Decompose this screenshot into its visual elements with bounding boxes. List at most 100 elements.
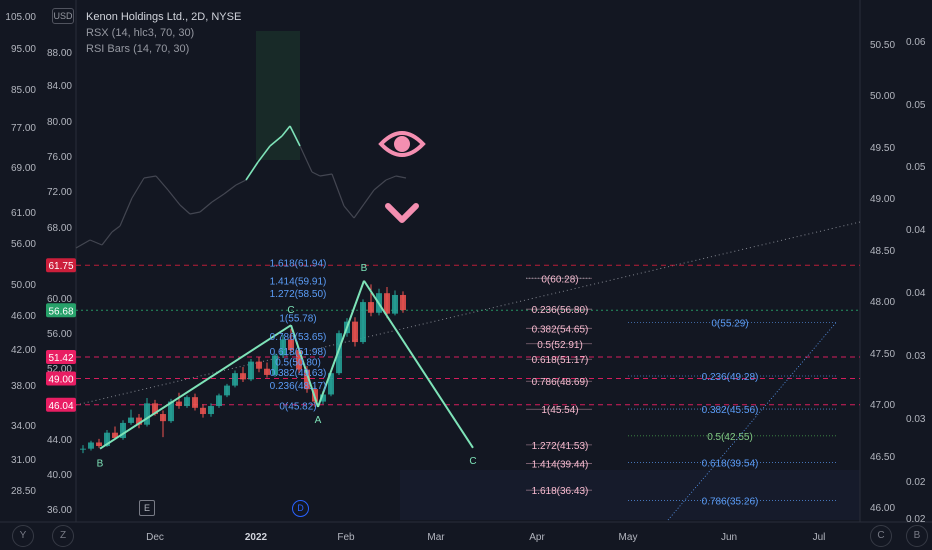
fib-right-diagonal xyxy=(667,322,837,521)
candle-body xyxy=(232,373,238,386)
wave-point-label: C xyxy=(287,305,294,316)
rsx-line-segment xyxy=(299,145,313,173)
fib-right-label: 0.5(42.55) xyxy=(707,432,753,443)
rsx-indicator xyxy=(75,31,407,249)
right-axis-1-label: 46.00 xyxy=(870,503,895,514)
rsx-line-segment xyxy=(167,189,181,206)
left-axis-1-label: 42.00 xyxy=(11,345,36,356)
rsx-line-segment xyxy=(331,173,345,207)
left-axis-1-label: 50.00 xyxy=(11,280,36,291)
scale-button-c[interactable]: C xyxy=(870,525,892,547)
candle-body xyxy=(152,403,158,415)
currency-badge[interactable]: USD xyxy=(52,8,74,24)
candle-body xyxy=(96,442,102,447)
timezone-button-z[interactable]: Z xyxy=(52,525,74,547)
right-axis-2-label: 0.05 xyxy=(906,100,926,111)
time-axis-label: Jul xyxy=(813,532,826,543)
candle-body xyxy=(296,350,302,370)
fib-mid-label: 1.272(41.53) xyxy=(532,441,589,452)
left-axis-1-label: 28.50 xyxy=(11,486,36,497)
chevron-down-icon xyxy=(385,203,419,223)
time-axis-label: Feb xyxy=(337,532,355,543)
left-axis-2-label: 88.00 xyxy=(47,48,72,59)
rsx-line-segment xyxy=(223,184,237,195)
candle-body xyxy=(136,417,142,425)
candle-body xyxy=(400,294,406,311)
price-tag-box xyxy=(46,371,76,386)
left-axis-2-label: 36.00 xyxy=(47,505,72,516)
rsx-line-segment xyxy=(353,203,365,219)
fib-right-label: 0.786(35.26) xyxy=(702,497,759,508)
timezone-button-y[interactable]: Y xyxy=(12,525,34,547)
candle-body xyxy=(336,333,342,374)
candle-body xyxy=(168,401,174,422)
right-axis-2-label: 0.06 xyxy=(906,37,926,48)
right-axis-1-label: 47.00 xyxy=(870,400,895,411)
fib-left-label: 0.618(51.98) xyxy=(270,347,327,358)
right-axis-1-label: 50.00 xyxy=(870,91,895,102)
price-tag-box xyxy=(46,397,76,412)
candle-body xyxy=(272,355,278,375)
price-tag-label: 46.04 xyxy=(48,401,73,412)
abc-pattern: B C A B C xyxy=(97,263,477,470)
rsx-line-segment xyxy=(343,205,355,219)
right-axis-2-label: 0.04 xyxy=(906,225,926,236)
time-axis-label: 2022 xyxy=(245,532,268,543)
left-axis-1-label: 105.00 xyxy=(5,12,36,23)
fib-mid-label: 0.618(51.17) xyxy=(532,355,589,366)
dividend-badge[interactable]: D xyxy=(292,500,309,517)
rsx-line-segment xyxy=(395,175,407,179)
candle-body xyxy=(264,368,270,375)
candle-body xyxy=(160,414,166,422)
fib-left-label: 0.236(48.17) xyxy=(270,381,327,392)
left-axis-2-label: 52.00 xyxy=(47,364,72,375)
indicator-rsx-label[interactable]: RSX (14, hlc3, 70, 30) xyxy=(86,27,195,39)
fib-left-label: 1(55.78) xyxy=(279,313,316,324)
candle-body xyxy=(256,361,262,369)
earnings-badge[interactable]: E xyxy=(139,500,155,516)
right-axis-2-label: 0.05 xyxy=(906,162,926,173)
candle-body xyxy=(216,395,222,407)
left-axis-2-label: 80.00 xyxy=(47,117,72,128)
candle-body xyxy=(320,394,326,402)
candle-body xyxy=(352,321,358,343)
rsx-line-segment xyxy=(363,189,375,205)
fib-mid-label: 1.414(39.44) xyxy=(532,459,589,470)
symbol-title[interactable]: Kenon Holdings Ltd., 2D, NYSE xyxy=(86,11,242,23)
price-tag-label: 56.68 xyxy=(48,306,73,317)
scale-button-b[interactable]: B xyxy=(906,525,928,547)
candle-body xyxy=(112,432,118,439)
fib-mid-label: 0.5(52.91) xyxy=(537,340,583,351)
fib-right-label: 0.382(45.56) xyxy=(702,405,759,416)
rsx-line-segment xyxy=(131,177,145,199)
rsx-line-segment xyxy=(119,197,133,227)
right-axis-1-label: 46.50 xyxy=(870,452,895,463)
right-axis-1-label: 49.50 xyxy=(870,143,895,154)
left-axis-2-label: 72.00 xyxy=(47,187,72,198)
time-axis-label: May xyxy=(619,532,638,543)
rsx-line-segment xyxy=(235,179,247,186)
left-axis-1-label: 77.00 xyxy=(11,123,36,134)
price-level-lines xyxy=(76,264,860,406)
rsx-line-segment xyxy=(189,211,201,215)
wave-leg xyxy=(317,280,365,408)
rsx-line-segment xyxy=(143,175,157,179)
candle-body xyxy=(176,401,182,407)
price-tag-label: 51.42 xyxy=(48,353,73,364)
rsx-line-segment xyxy=(289,125,301,147)
left-axis-1-label: 34.00 xyxy=(11,421,36,432)
candle-body xyxy=(384,293,390,314)
candle-body xyxy=(240,373,246,380)
candle-body xyxy=(104,432,110,447)
fib-right-label: 0.236(49.28) xyxy=(702,372,759,383)
right-axis-2-label: 0.02 xyxy=(906,477,926,488)
right-axis-1-label: 48.50 xyxy=(870,246,895,257)
chart-legend: Kenon Holdings Ltd., 2D, NYSE RSX (14, h… xyxy=(86,9,241,57)
eye-icon xyxy=(378,131,426,157)
fib-mid-label: 1.618(36.43) xyxy=(532,486,589,497)
indicator-rsi-bars-label[interactable]: RSI Bars (14, 70, 30) xyxy=(86,43,190,55)
right-axis-2-label: 0.04 xyxy=(906,288,926,299)
left-axis-2-label: 84.00 xyxy=(47,81,72,92)
